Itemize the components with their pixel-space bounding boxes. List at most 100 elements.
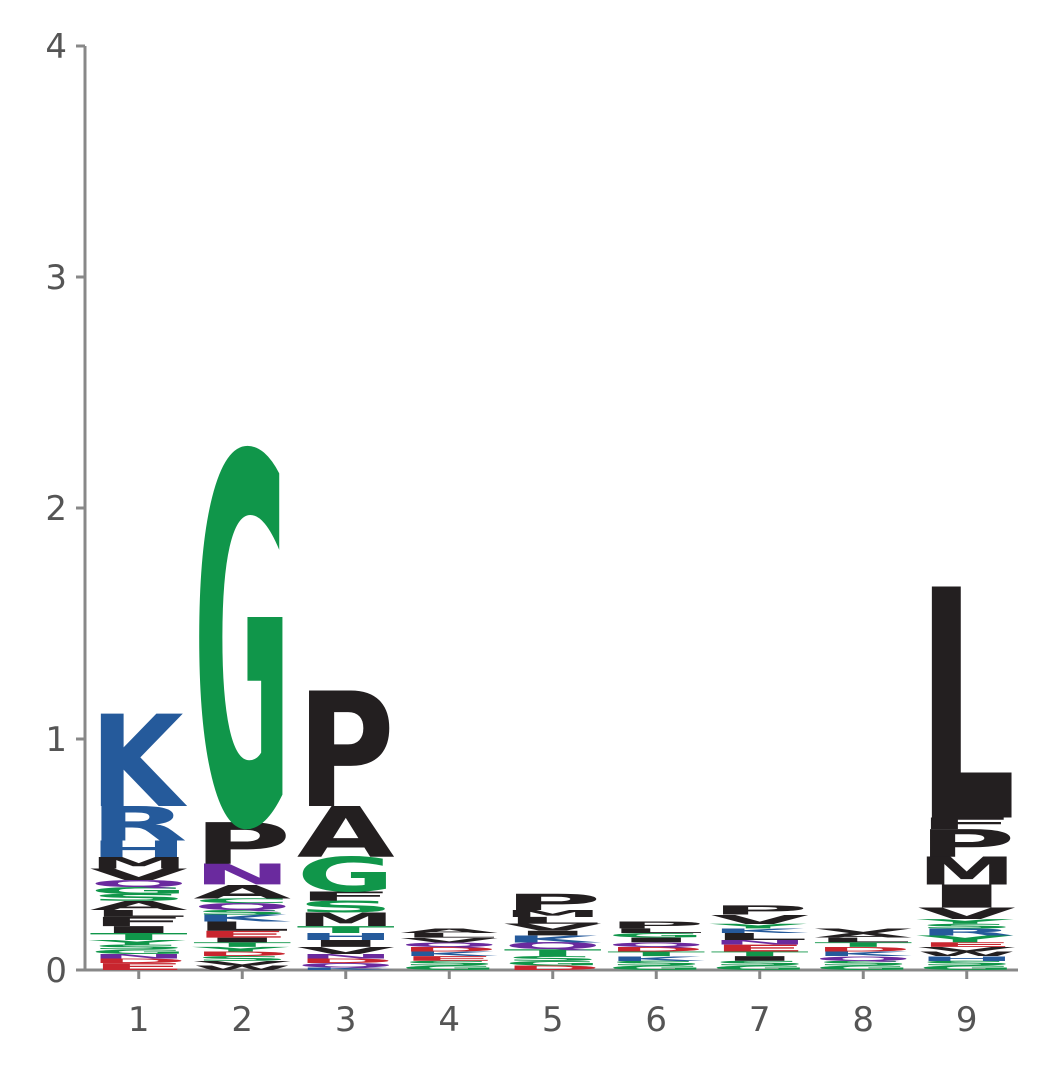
logo-letter-L: L xyxy=(711,931,809,942)
x-tick-label: 2 xyxy=(231,1000,253,1040)
logo-letter-K: K xyxy=(814,950,911,957)
logo-letter-S: S xyxy=(814,960,912,967)
logo-letter-Q: Q xyxy=(814,955,912,962)
logo-letter-P: P xyxy=(297,659,395,844)
logo-letter-C: C xyxy=(193,897,291,904)
logo-letter-K: K xyxy=(711,927,808,934)
logo-letter-T: T xyxy=(607,950,705,957)
logo-letter-H: H xyxy=(297,931,395,942)
logo-letter-V: V xyxy=(918,905,1016,923)
logo-letter-M: M xyxy=(297,908,395,930)
logo-letter-P: P xyxy=(504,889,602,915)
logo-letter-T: T xyxy=(90,931,188,942)
logo-letter-I: I xyxy=(918,878,1016,915)
logo-letter-S: S xyxy=(711,960,809,967)
logo-letter-D: D xyxy=(607,946,705,953)
logo-letter-F: F xyxy=(90,914,188,929)
logo-letter-A: A xyxy=(814,932,912,939)
logo-letter-A: A xyxy=(400,927,498,934)
logo-letter-Y: Y xyxy=(916,918,1013,925)
x-tick-label: 8 xyxy=(852,1000,874,1040)
logo-letter-E: E xyxy=(193,929,291,940)
logo-letter-S: S xyxy=(607,960,705,967)
logo-letter-Q: Q xyxy=(607,941,705,948)
x-tick-label: 9 xyxy=(956,1000,978,1040)
x-tick-label: 4 xyxy=(438,1000,460,1040)
x-tick-label: 3 xyxy=(335,1000,357,1040)
logo-letter-S: S xyxy=(90,943,188,950)
x-tick-label: 6 xyxy=(645,1000,667,1040)
logo-letter-G: G xyxy=(918,964,1016,971)
logo-letter-G: G xyxy=(193,351,291,942)
x-axis: 1 2 3 4 5 6 7 8 9 xyxy=(85,968,1018,1040)
logo-letter-D: D xyxy=(814,946,912,953)
logo-letter-K: K xyxy=(297,967,395,971)
logo-letter-M: M xyxy=(504,908,602,919)
logo-letter-D: D xyxy=(400,946,498,953)
logo-letter-N: N xyxy=(297,953,395,960)
x-tick-label: 5 xyxy=(542,1000,564,1040)
logo-letter-S: S xyxy=(400,960,498,967)
logo-letter-N: N xyxy=(193,858,291,891)
logo-letter-Y: Y xyxy=(88,939,185,946)
logo-letter-G: G xyxy=(711,964,809,971)
y-axis: 0 1 2 3 4 xyxy=(45,27,87,991)
x-tick-label: 7 xyxy=(749,1000,771,1040)
logo-letter-H: H xyxy=(918,955,1016,962)
logo-letter-P: P xyxy=(193,812,291,878)
logo-letter-V: V xyxy=(193,960,291,967)
logo-letter-V: V xyxy=(90,865,188,883)
logo-letter-A: A xyxy=(297,793,395,874)
logo-letter-K: K xyxy=(90,689,188,836)
logo-letter-Q: Q xyxy=(400,941,498,948)
logo-letter-T: T xyxy=(504,947,602,958)
logo-letter-R: R xyxy=(918,927,1016,938)
logo-letter-G: G xyxy=(297,848,395,903)
logo-letter-I: I xyxy=(193,936,291,943)
logo-letter-F: F xyxy=(297,889,395,904)
logo-letter-E: E xyxy=(90,961,188,972)
logo-letter-R: R xyxy=(90,797,188,852)
logo-letter-G: G xyxy=(607,964,705,971)
logo-letter-E: E xyxy=(918,941,1016,948)
logo-letter-L: L xyxy=(193,919,291,934)
logo-letter-Q: Q xyxy=(297,962,395,969)
logo-letter-V: V xyxy=(814,927,912,934)
logo-letter-S: S xyxy=(918,923,1016,930)
logo-letter-N: N xyxy=(711,939,809,946)
logo-letter-L: L xyxy=(400,932,498,939)
logo-letter-S: S xyxy=(504,955,602,962)
logo-letter-I: I xyxy=(90,924,188,935)
logo-letter-D: D xyxy=(90,957,188,964)
logo-letter-S: S xyxy=(193,955,291,962)
logo-stacks: EDNGSYTIFLASGQVMHRKWVSDYTIELKSQCANPGKQDN… xyxy=(88,351,1016,972)
logo-letter-P: P xyxy=(607,920,705,931)
logo-letter-L: L xyxy=(607,927,705,934)
logo-letter-S: S xyxy=(297,898,395,916)
logo-letter-L: L xyxy=(504,915,602,926)
logo-letter-A: A xyxy=(90,898,189,913)
y-tick-label: 3 xyxy=(45,258,67,298)
logo-letter-G: G xyxy=(607,932,705,939)
logo-letter-V: V xyxy=(918,946,1016,953)
logo-letter-V: V xyxy=(504,922,603,933)
logo-letter-Q: Q xyxy=(504,940,602,951)
logo-letter-G: G xyxy=(90,948,188,955)
logo-letter-V: V xyxy=(400,936,498,943)
logo-letter-K: K xyxy=(607,955,704,962)
logo-letter-I: I xyxy=(711,955,809,962)
y-tick-label: 1 xyxy=(45,720,67,760)
logo-letter-N: N xyxy=(90,953,188,960)
logo-letter-S: S xyxy=(193,909,291,916)
logo-letter-E: E xyxy=(400,955,498,962)
logo-letter-G: G xyxy=(504,960,602,967)
logo-letter-Q: Q xyxy=(90,878,188,889)
logo-letter-Q: Q xyxy=(193,901,291,912)
logo-letter-K: K xyxy=(400,950,497,957)
